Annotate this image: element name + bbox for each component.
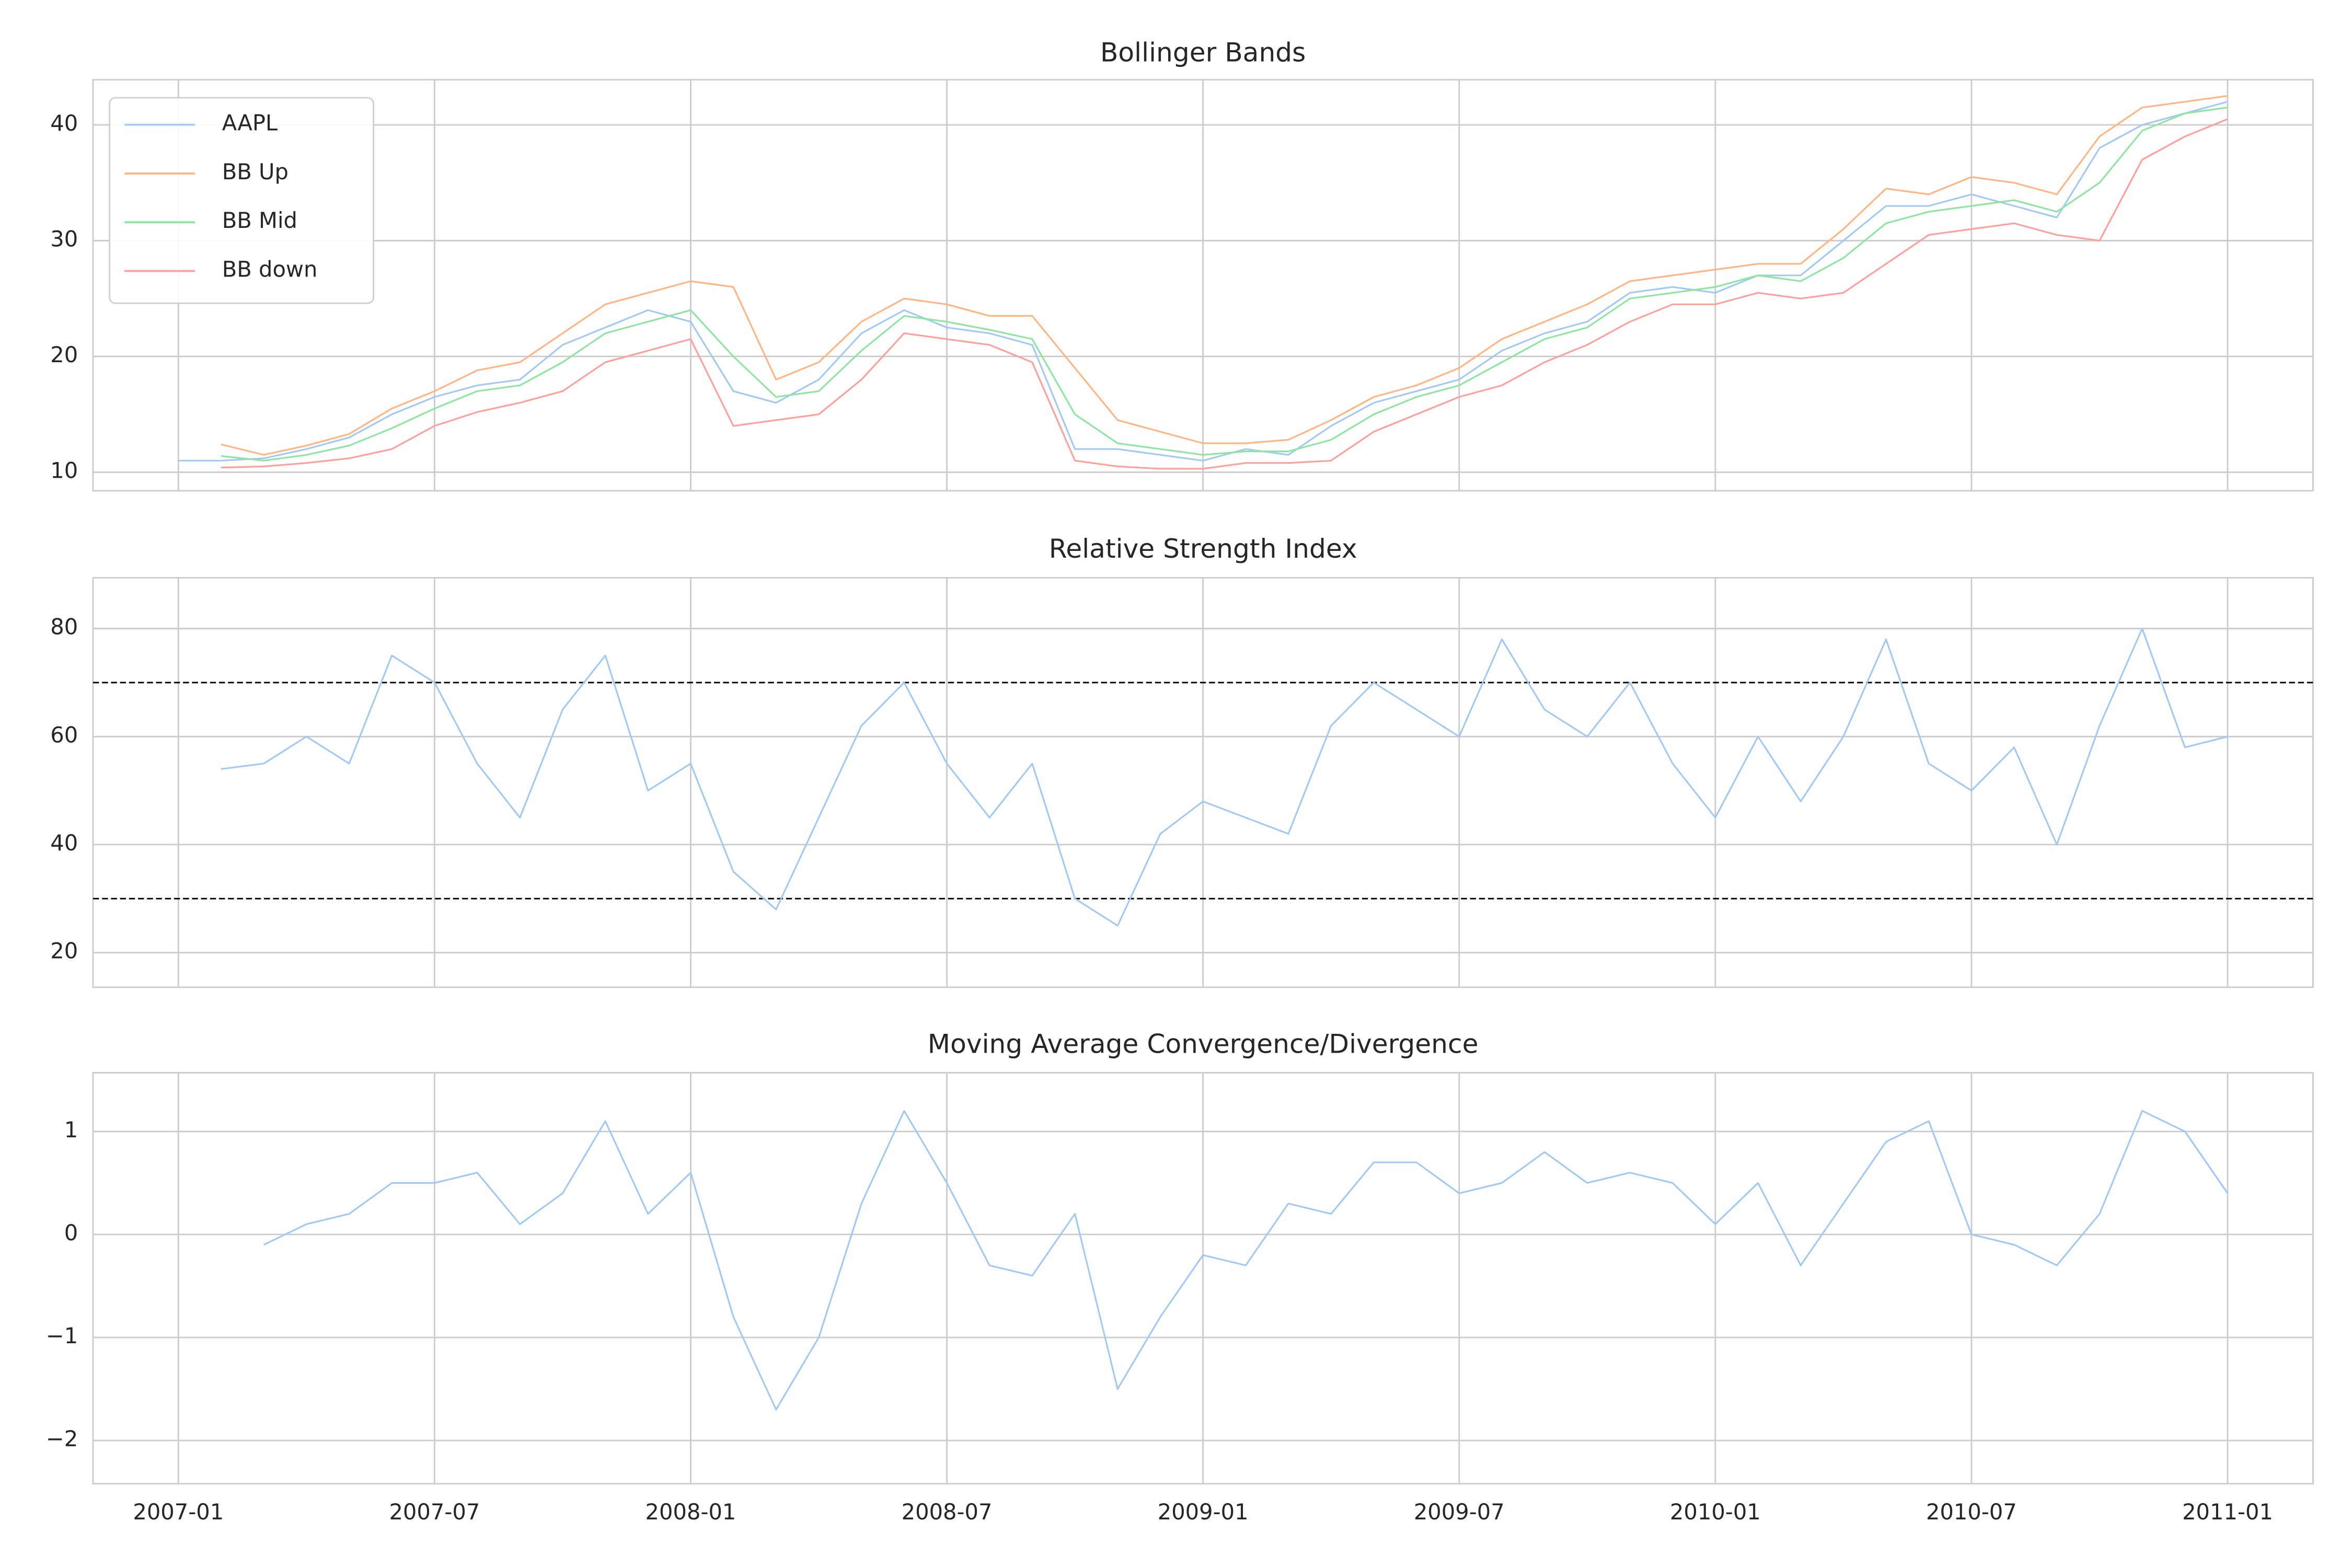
chart-title: Moving Average Convergence/Divergence bbox=[928, 1028, 1479, 1059]
x-tick-label: 2009-07 bbox=[1414, 1499, 1505, 1525]
y-tick-label: 30 bbox=[50, 226, 78, 251]
legend-label: BB Mid bbox=[222, 207, 297, 233]
x-tick-label: 2010-01 bbox=[1670, 1499, 1761, 1525]
x-tick-label: 2007-07 bbox=[389, 1499, 480, 1525]
legend-label: AAPL bbox=[222, 110, 278, 136]
series-line bbox=[221, 107, 2228, 462]
series-line bbox=[221, 118, 2228, 470]
x-tick-label: 2008-01 bbox=[645, 1499, 736, 1525]
y-tick-label: 60 bbox=[50, 722, 78, 747]
legend-label: BB Up bbox=[222, 159, 289, 185]
y-tick-label: 40 bbox=[50, 830, 78, 856]
y-tick-label: 1 bbox=[64, 1117, 78, 1143]
legend-label: BB down bbox=[222, 256, 318, 282]
y-tick-label: −1 bbox=[46, 1323, 78, 1348]
series-line bbox=[221, 627, 2228, 927]
y-tick-label: −2 bbox=[46, 1426, 78, 1451]
chart-title: Bollinger Bands bbox=[1100, 37, 1306, 67]
y-tick-label: 0 bbox=[64, 1220, 78, 1246]
series-line bbox=[178, 101, 2228, 462]
y-tick-label: 10 bbox=[50, 457, 78, 483]
x-tick-label: 2007-01 bbox=[133, 1499, 224, 1525]
series-line bbox=[221, 95, 2228, 456]
x-tick-label: 2008-07 bbox=[902, 1499, 993, 1525]
chart-title: Relative Strength Index bbox=[1049, 533, 1357, 564]
y-tick-label: 40 bbox=[50, 110, 78, 136]
legend: AAPL BB Up BB Mid BB down bbox=[109, 97, 375, 304]
x-tick-label: 2009-01 bbox=[1158, 1499, 1249, 1525]
series-line bbox=[263, 1110, 2229, 1411]
y-tick-label: 20 bbox=[50, 938, 78, 964]
x-tick-label: 2010-07 bbox=[1926, 1499, 2017, 1525]
y-tick-label: 80 bbox=[50, 614, 78, 640]
y-tick-label: 20 bbox=[50, 342, 78, 367]
x-tick-label: 2011-01 bbox=[2182, 1499, 2273, 1525]
legend-box bbox=[109, 97, 375, 304]
